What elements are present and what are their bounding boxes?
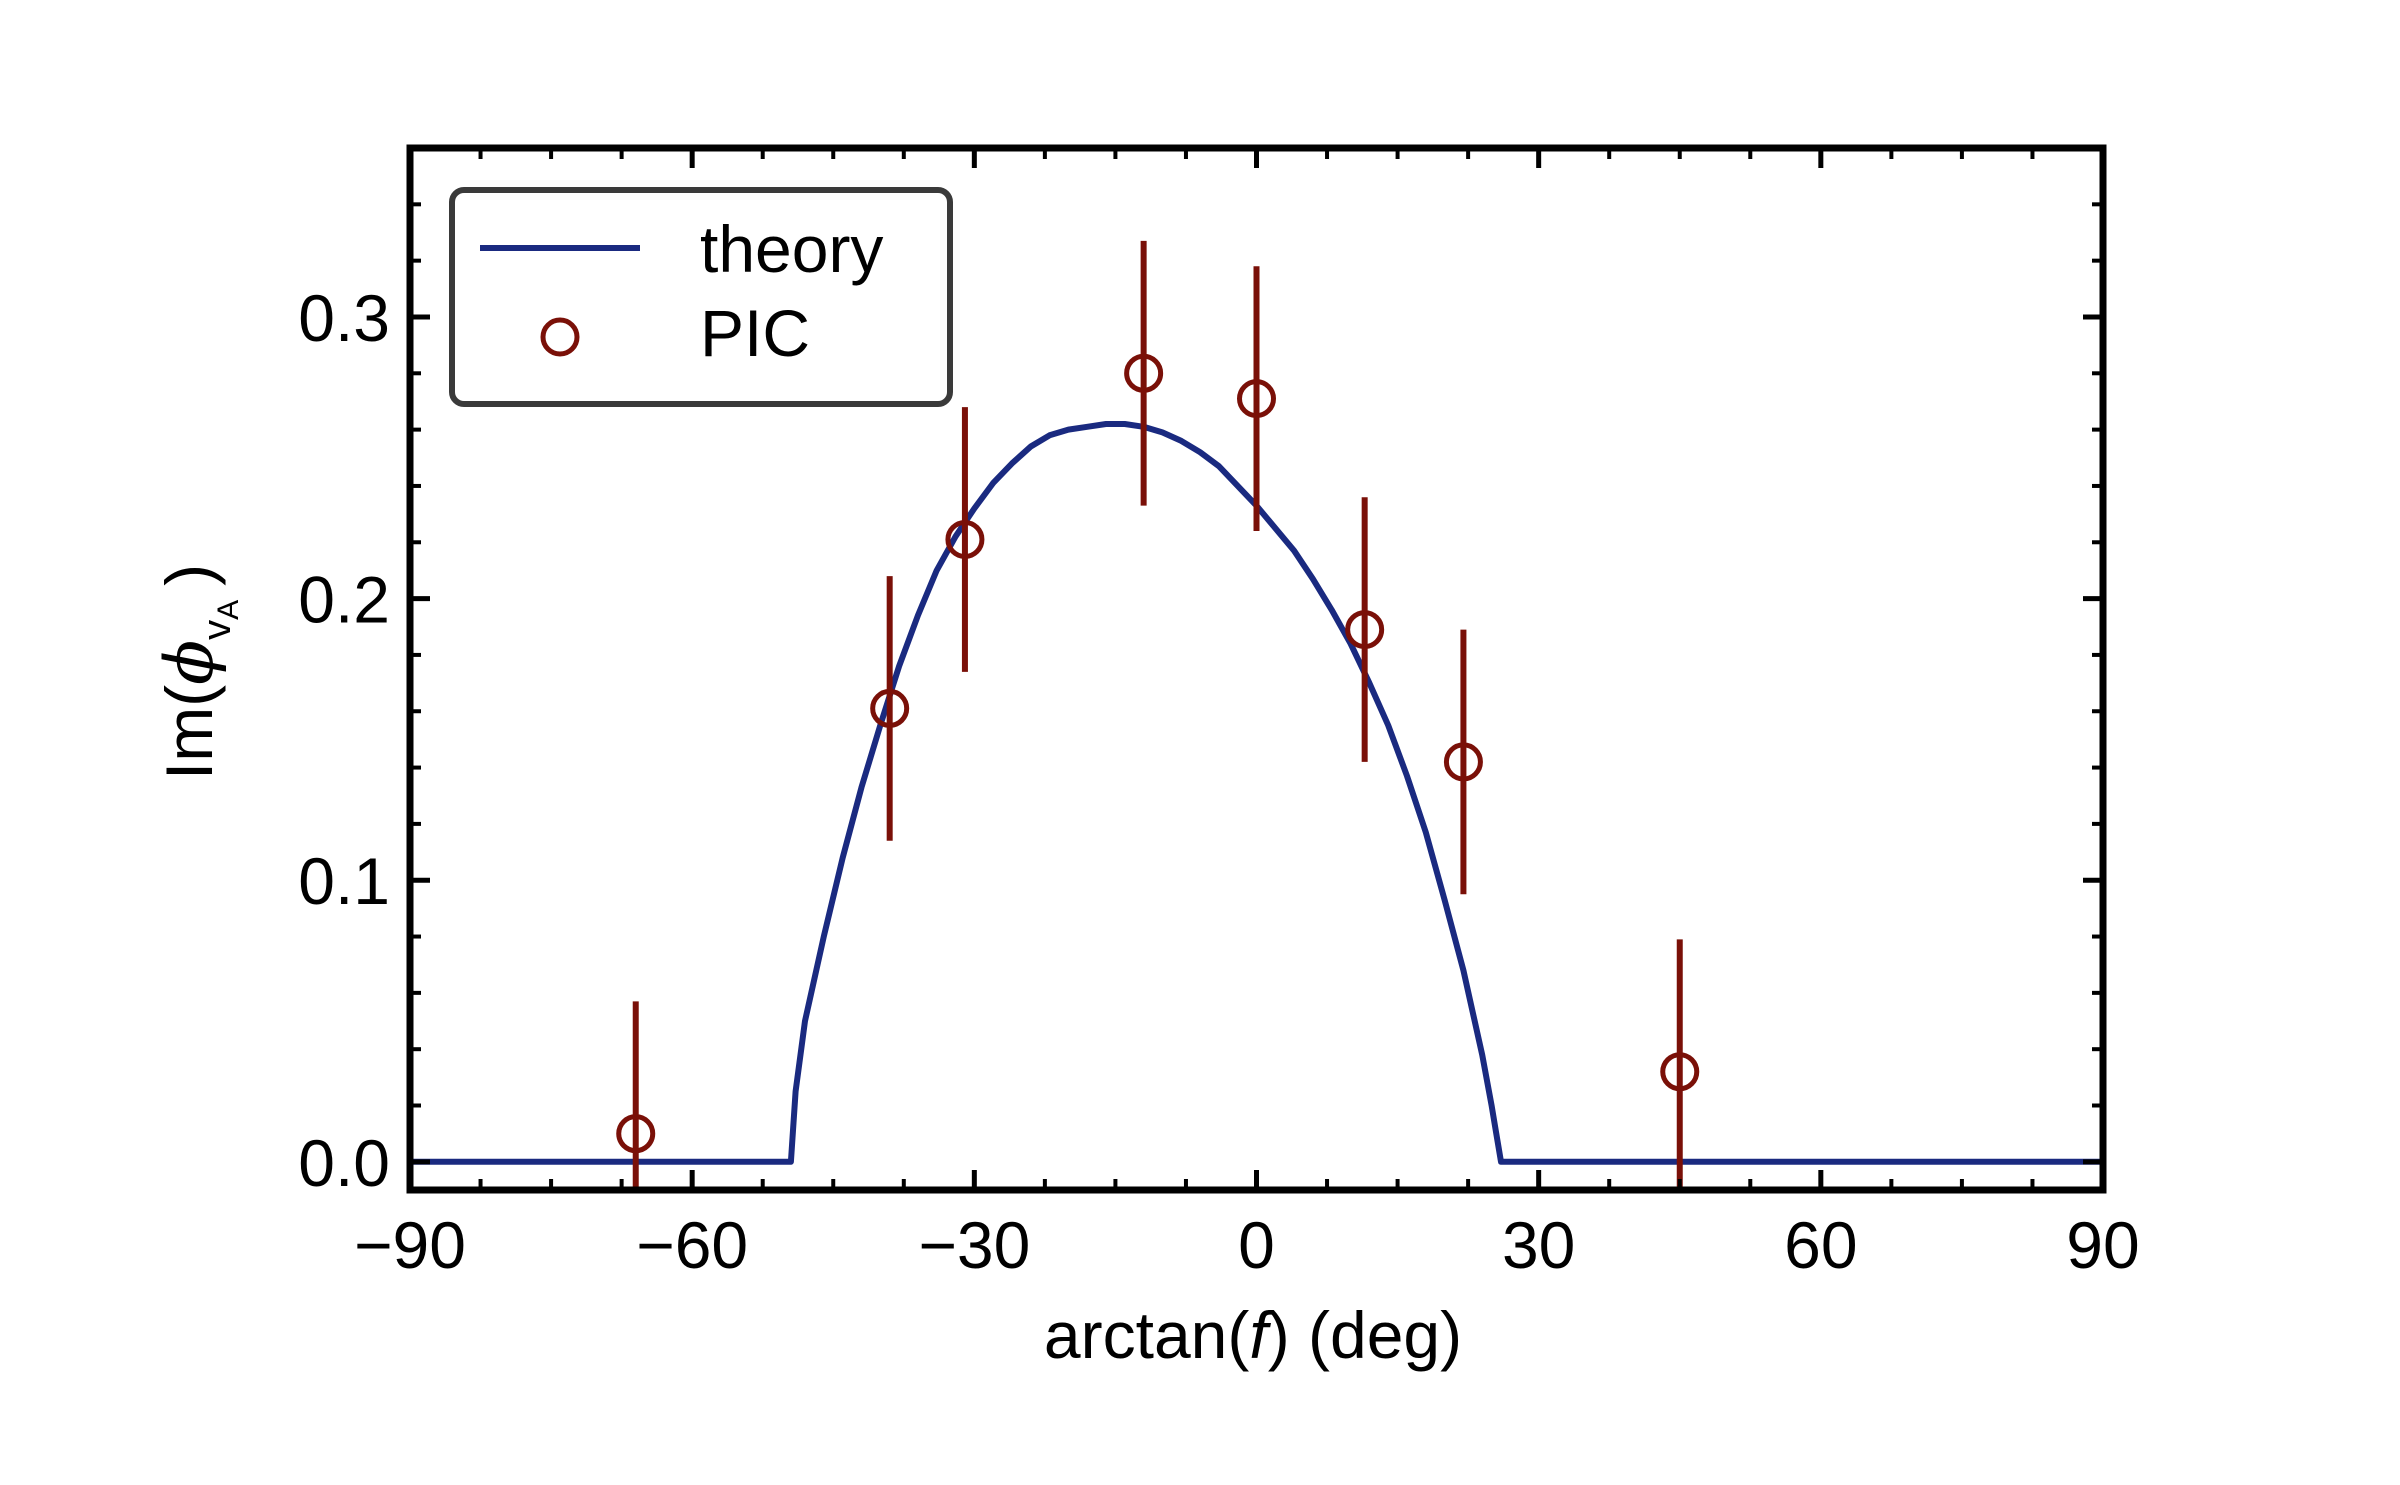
svg-text:arctan(f) (deg): arctan(f) (deg) xyxy=(1044,1298,1462,1372)
y-axis-label-sub: v xyxy=(195,620,239,640)
y-tick-label: 0.1 xyxy=(298,844,390,918)
x-tick-label: −30 xyxy=(918,1208,1030,1282)
y-axis-label-var: ϕ xyxy=(151,640,228,685)
y-axis-label-subsub: A xyxy=(212,600,245,620)
x-axis-label: arctan(f) (deg) xyxy=(1044,1298,1462,1372)
y-axis-label-prefix: Im( xyxy=(152,685,226,780)
pic-point xyxy=(1345,610,1385,650)
pic-point xyxy=(616,1114,656,1154)
plot-frame xyxy=(406,144,2107,1194)
legend-pic-label: PIC xyxy=(700,296,810,370)
legend-theory-label: theory xyxy=(700,212,883,286)
x-tick-label: 0 xyxy=(1238,1208,1275,1282)
y-axis-label: Im(ϕvA) xyxy=(151,564,245,780)
svg-text:Im(ϕvA): Im(ϕvA) xyxy=(151,564,245,780)
pic-point xyxy=(1443,742,1483,782)
legend-pic-swatch xyxy=(540,317,580,357)
legend: theory PIC xyxy=(449,187,953,407)
x-tick-label: 90 xyxy=(2066,1208,2139,1282)
x-tick-label: −60 xyxy=(636,1208,748,1282)
pic-point xyxy=(945,519,985,559)
y-axis-label-suffix: ) xyxy=(152,564,226,586)
legend-box xyxy=(449,187,953,407)
pic-point xyxy=(1237,379,1276,419)
y-tick-label: 0.0 xyxy=(298,1126,390,1200)
theory-line xyxy=(410,421,2103,1165)
y-tick-label: 0.3 xyxy=(298,281,390,355)
pic-point xyxy=(1124,353,1164,393)
data-marks xyxy=(410,240,2103,1190)
x-tick-label: −90 xyxy=(354,1208,466,1282)
pic-point xyxy=(1660,1052,1700,1092)
y-tick-label: 0.2 xyxy=(298,563,390,637)
x-tick-label: 60 xyxy=(1784,1208,1857,1282)
x-axis-label-suffix: ) (deg) xyxy=(1268,1298,1462,1372)
x-tick-label: 30 xyxy=(1502,1208,1575,1282)
pic-point xyxy=(870,688,910,728)
x-axis-label-prefix: arctan( xyxy=(1044,1298,1249,1372)
